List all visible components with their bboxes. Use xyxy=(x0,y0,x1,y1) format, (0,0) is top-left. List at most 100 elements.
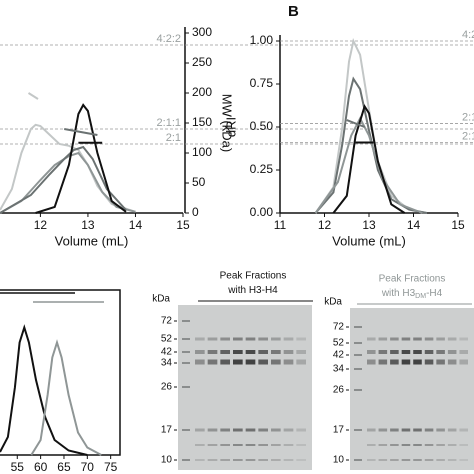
gel-band xyxy=(220,359,230,365)
ladder-band xyxy=(354,389,362,391)
marker-label: 34 xyxy=(333,364,345,375)
x-tick-label: 15 xyxy=(176,218,190,232)
x-tick-label: 70 xyxy=(81,460,95,474)
gel-band xyxy=(436,350,445,354)
gel-band xyxy=(195,444,205,446)
gel-band xyxy=(424,428,434,432)
gel-band xyxy=(390,428,399,432)
gel-band xyxy=(367,428,376,432)
x-tick-label: 12 xyxy=(318,218,332,232)
ladder-band xyxy=(354,342,362,344)
y-tick-label: 1.00 xyxy=(250,33,274,47)
marker-label: 72 xyxy=(333,322,345,333)
gel-band xyxy=(283,444,294,446)
gel-band xyxy=(283,350,294,354)
gel-band xyxy=(245,359,256,365)
gel-band xyxy=(413,444,422,446)
gel-band xyxy=(424,337,434,341)
gel-band xyxy=(258,444,268,446)
gel-band xyxy=(245,337,256,341)
gel-band xyxy=(459,359,468,365)
y-tick-label: 250 xyxy=(192,55,212,69)
gel-band xyxy=(424,444,434,446)
x-tick-label: 11 xyxy=(274,218,287,232)
gel xyxy=(178,305,312,470)
y-tick-label: 0.50 xyxy=(250,119,274,133)
y-tick-label: 0.75 xyxy=(250,76,274,90)
gel-band xyxy=(413,337,422,341)
series-line xyxy=(314,76,428,214)
gel-band xyxy=(378,350,388,354)
series-line xyxy=(27,92,39,100)
gel-header: with H3-H4 xyxy=(227,285,278,296)
gel-band xyxy=(367,444,376,446)
gel-band xyxy=(367,337,376,341)
unit-label: kDa xyxy=(152,294,170,305)
y-tick-label: 200 xyxy=(192,85,212,99)
series-line xyxy=(64,128,98,136)
gel-band xyxy=(447,459,457,461)
marker-label: 52 xyxy=(333,338,345,349)
gel-band xyxy=(271,428,281,432)
gel-band xyxy=(195,459,205,461)
gel-band xyxy=(258,459,268,461)
gel-band xyxy=(258,428,268,432)
y-tick-label: 100 xyxy=(192,145,212,159)
gel xyxy=(350,308,474,470)
gel-band xyxy=(220,350,230,354)
gel-band xyxy=(271,350,281,354)
marker-label: 10 xyxy=(333,455,345,466)
panel-label: B xyxy=(288,3,299,20)
gel-band xyxy=(220,459,230,461)
gel-band xyxy=(283,459,294,461)
gel-band xyxy=(447,444,457,446)
gel-band xyxy=(195,350,205,354)
series-line xyxy=(35,103,127,214)
gel-band xyxy=(296,444,306,446)
gel-band xyxy=(378,359,388,365)
gel-band xyxy=(220,444,230,446)
series-line xyxy=(332,104,406,214)
gel-band xyxy=(378,337,388,341)
gel-band xyxy=(233,337,243,341)
gel-band xyxy=(367,359,376,365)
gel-band xyxy=(271,337,281,341)
gel-band xyxy=(367,459,376,461)
x-tick-label: 13 xyxy=(81,218,95,232)
gel-band xyxy=(401,359,411,365)
gel-band xyxy=(233,359,243,365)
y-tick-label: 0.00 xyxy=(250,205,274,219)
gel-band xyxy=(413,359,422,365)
reference-label: 2:1:1 xyxy=(462,111,474,123)
gel-band xyxy=(233,444,243,446)
gel-band xyxy=(296,428,306,432)
x-tick-label: 13 xyxy=(362,218,376,232)
gel-header: Peak Fractions xyxy=(379,274,446,285)
gel-band xyxy=(258,350,268,354)
gel-band xyxy=(459,444,468,446)
gel-band xyxy=(195,428,205,432)
gel-band xyxy=(283,428,294,432)
marker-label: 10 xyxy=(161,455,173,466)
ladder-band xyxy=(182,362,190,364)
gel-band xyxy=(207,359,218,365)
marker-label: 17 xyxy=(161,425,173,436)
ladder-band xyxy=(182,429,190,431)
gel-band xyxy=(401,337,411,341)
gel-band xyxy=(436,428,445,432)
x-tick-label: 14 xyxy=(407,218,421,232)
x-tick-label: 60 xyxy=(34,460,48,474)
gel-header: Peak Fractions xyxy=(220,271,287,282)
gel-band xyxy=(459,428,468,432)
marker-label: 17 xyxy=(333,425,345,436)
header-part: with H3 xyxy=(381,288,416,299)
reference-label: 2:1:1 xyxy=(157,117,181,129)
series-line xyxy=(0,145,127,214)
gel-band xyxy=(245,444,256,446)
ladder-band xyxy=(354,368,362,370)
gel-band xyxy=(390,359,399,365)
series-line xyxy=(346,119,365,128)
gel-band xyxy=(390,337,399,341)
gel-band xyxy=(436,337,445,341)
x-tick-label: 65 xyxy=(57,460,71,474)
